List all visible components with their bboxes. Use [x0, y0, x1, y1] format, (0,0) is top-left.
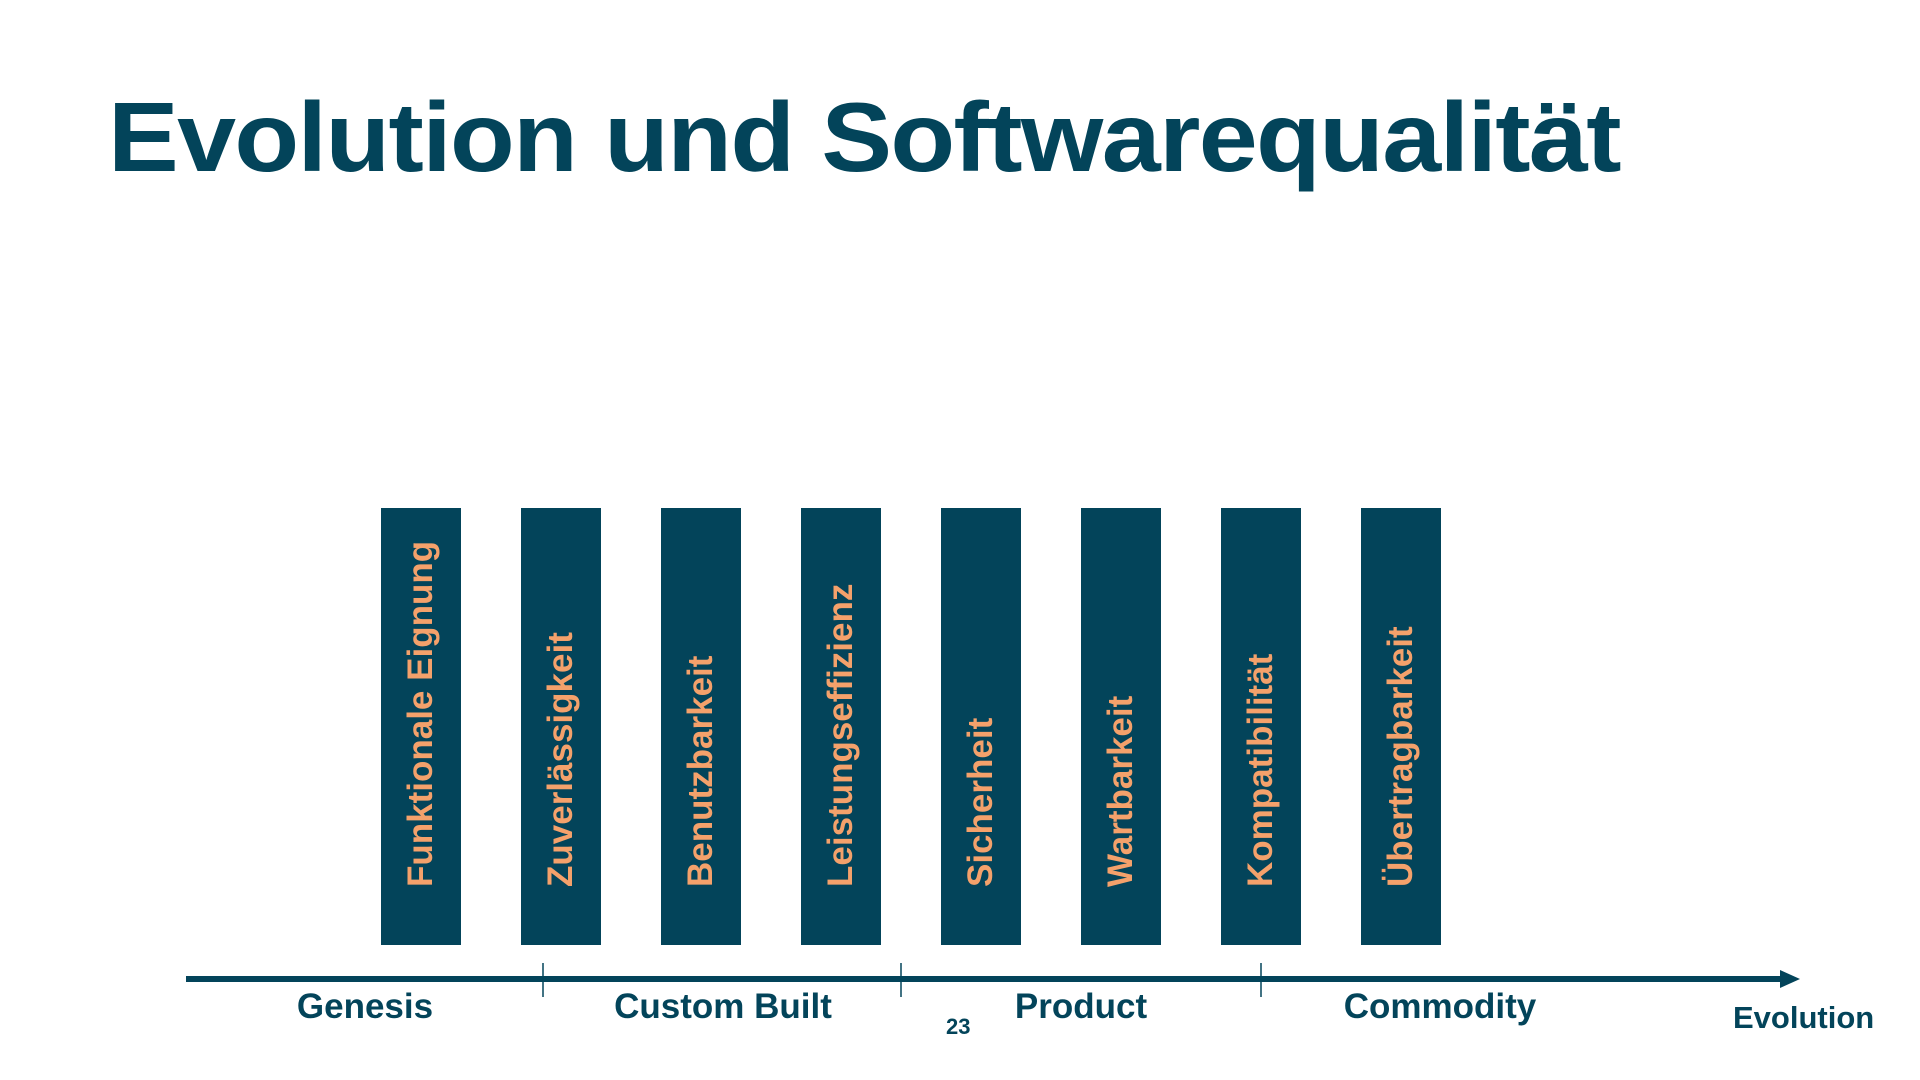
axis-label-evolution: Evolution	[1733, 1000, 1875, 1035]
quality-bar: Sicherheit	[941, 508, 1021, 945]
quality-bar: Übertragbarkeit	[1361, 508, 1441, 945]
quality-bar: Kompatibilität	[1221, 508, 1301, 945]
quality-bar: Wartbarkeit	[1081, 508, 1161, 945]
phase-custom-built: Custom Built	[614, 987, 832, 1026]
page-number: 23	[946, 1014, 971, 1039]
phase-genesis: Genesis	[296, 987, 434, 1026]
quality-bar: Zuverlässigkeit	[521, 508, 601, 945]
phase-commodity: Commodity	[1343, 987, 1537, 1026]
quality-bar: Leistungseffizienz	[801, 508, 881, 945]
quality-bar: Benutzbarkeit	[661, 508, 741, 945]
axis-arrowhead-icon	[1780, 970, 1800, 988]
phase-product: Product	[1014, 987, 1148, 1026]
quality-bar: Funktionale Eignung	[381, 508, 461, 945]
slide-title: Evolution und Softwarequalität	[108, 82, 1622, 192]
